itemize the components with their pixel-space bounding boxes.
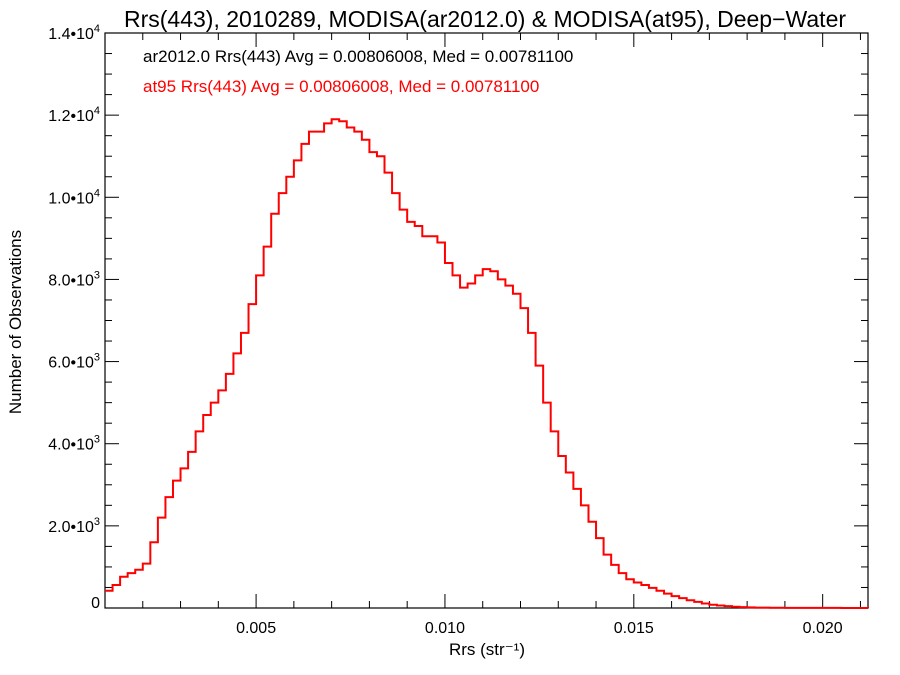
- y-axis-label: Number of Observations: [6, 230, 25, 414]
- chart-title: Rrs(443), 2010289, MODISA(ar2012.0) & MO…: [124, 6, 846, 32]
- x-tick-label: 0.015: [614, 620, 654, 637]
- stats-annotation-ar2012: ar2012.0 Rrs(443) Avg = 0.00806008, Med …: [143, 47, 573, 66]
- x-tick-label: 0.020: [803, 620, 843, 637]
- y-tick-label: 1.4•104: [48, 23, 100, 43]
- tick-marks: [104, 32, 868, 609]
- x-tick-label: 0.010: [425, 620, 465, 637]
- tick-labels: 0.005 0.010 0.015 0.020 0 2.0•103 4.0•103 6.0•1…: [48, 23, 843, 637]
- x-axis-label: Rrs (str⁻¹): [449, 640, 525, 659]
- y-tick-label: 8.0•103: [48, 269, 100, 289]
- y-tick-label: 2.0•103: [48, 516, 100, 536]
- histogram-series: [105, 118, 869, 609]
- y-tick-label: 1.0•104: [48, 187, 100, 207]
- y-tick-label: 6.0•103: [48, 352, 100, 372]
- x-tick-label: 0.005: [236, 620, 276, 637]
- stats-annotation-at95: at95 Rrs(443) Avg = 0.00806008, Med = 0.…: [143, 77, 539, 96]
- y-tick-label: 0: [91, 595, 100, 612]
- plot-frame: [104, 32, 869, 609]
- y-tick-label: 4.0•103: [48, 434, 100, 454]
- y-tick-label: 1.2•104: [48, 105, 100, 125]
